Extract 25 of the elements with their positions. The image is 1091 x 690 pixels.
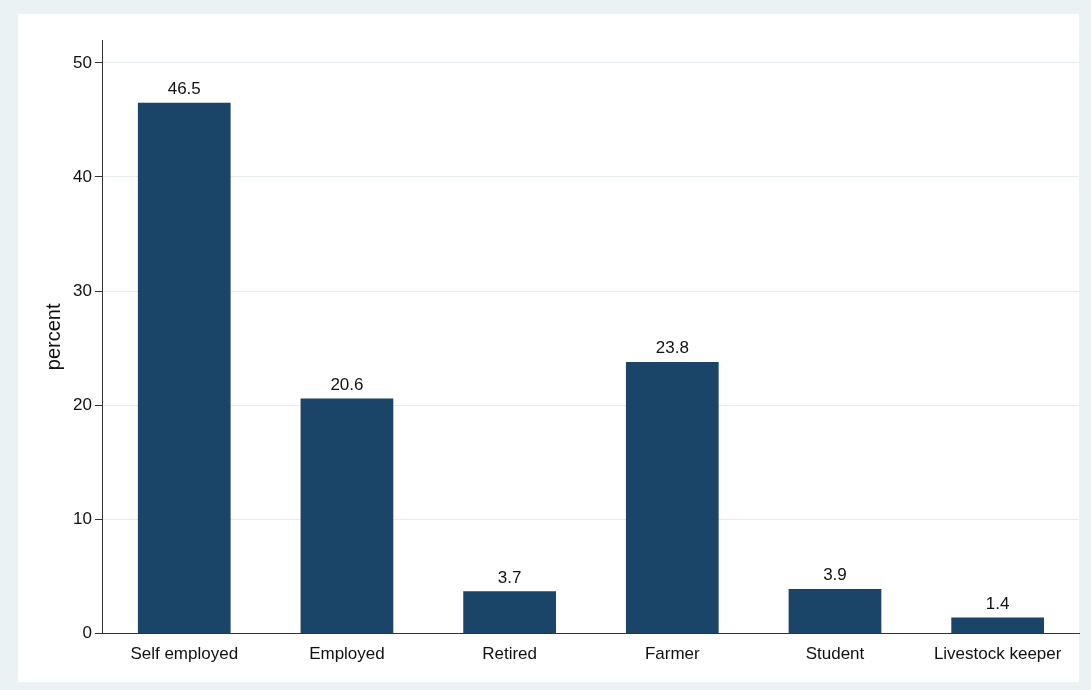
- y-tick-label: 20: [72, 394, 92, 414]
- data-label: 20.6: [330, 374, 364, 394]
- bar: [300, 398, 394, 634]
- x-tick-label: Self employed: [130, 644, 239, 664]
- bar: [137, 102, 231, 634]
- bar: [625, 361, 719, 634]
- bar: [463, 591, 556, 634]
- y-tick-label: 30: [72, 280, 92, 300]
- x-tick-label: Employed: [309, 644, 385, 664]
- y-tick-label: 50: [72, 52, 92, 72]
- data-label: 46.5: [167, 78, 201, 98]
- y-tick-label: 10: [72, 509, 92, 529]
- data-label: 23.8: [655, 338, 689, 358]
- data-label: 3.7: [497, 567, 522, 587]
- bar: [951, 617, 1045, 634]
- x-tick-label: Farmer: [644, 644, 701, 664]
- y-axis-title: percent: [41, 303, 64, 371]
- y-tick-label: 40: [72, 166, 92, 186]
- x-tick-label: Retired: [482, 644, 538, 664]
- bar: [788, 589, 882, 634]
- data-label: 1.4: [985, 593, 1010, 613]
- data-label: 3.9: [823, 565, 847, 585]
- y-tick-label: 0: [82, 623, 92, 643]
- x-tick-label: Livestock keeper: [933, 644, 1062, 664]
- x-tick-label: Student: [805, 644, 865, 664]
